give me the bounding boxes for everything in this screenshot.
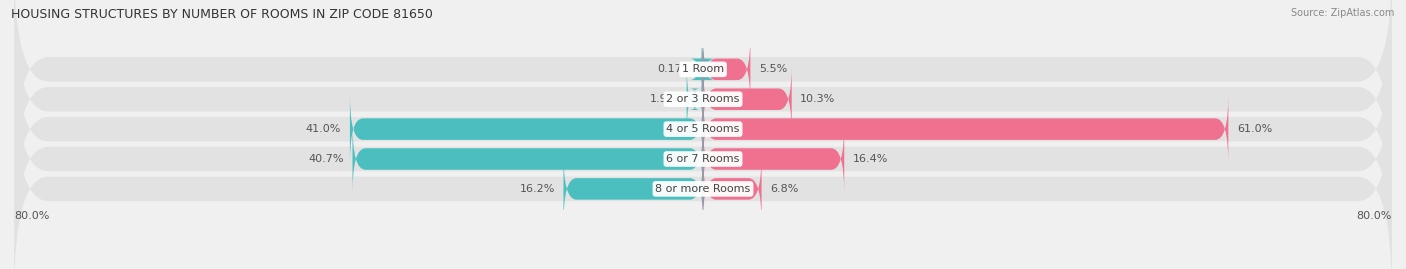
FancyBboxPatch shape <box>14 0 1392 207</box>
FancyBboxPatch shape <box>703 125 844 193</box>
Text: 6 or 7 Rooms: 6 or 7 Rooms <box>666 154 740 164</box>
FancyBboxPatch shape <box>703 35 751 103</box>
FancyBboxPatch shape <box>14 82 1392 269</box>
FancyBboxPatch shape <box>14 52 1392 266</box>
FancyBboxPatch shape <box>14 22 1392 236</box>
Text: 0.17%: 0.17% <box>658 64 693 74</box>
Text: 10.3%: 10.3% <box>800 94 835 104</box>
Text: 16.2%: 16.2% <box>519 184 555 194</box>
Text: 61.0%: 61.0% <box>1237 124 1272 134</box>
Text: 16.4%: 16.4% <box>853 154 889 164</box>
FancyBboxPatch shape <box>686 65 703 133</box>
Text: HOUSING STRUCTURES BY NUMBER OF ROOMS IN ZIP CODE 81650: HOUSING STRUCTURES BY NUMBER OF ROOMS IN… <box>11 8 433 21</box>
FancyBboxPatch shape <box>703 65 792 133</box>
Text: 80.0%: 80.0% <box>14 211 49 221</box>
FancyBboxPatch shape <box>14 0 1392 177</box>
FancyBboxPatch shape <box>353 125 703 193</box>
FancyBboxPatch shape <box>690 35 714 103</box>
Text: 40.7%: 40.7% <box>308 154 344 164</box>
Text: 1.9%: 1.9% <box>650 94 678 104</box>
Text: 5.5%: 5.5% <box>759 64 787 74</box>
Text: 80.0%: 80.0% <box>1357 211 1392 221</box>
FancyBboxPatch shape <box>703 155 762 223</box>
FancyBboxPatch shape <box>703 95 1229 163</box>
FancyBboxPatch shape <box>564 155 703 223</box>
Text: 4 or 5 Rooms: 4 or 5 Rooms <box>666 124 740 134</box>
Text: 41.0%: 41.0% <box>307 124 342 134</box>
FancyBboxPatch shape <box>350 95 703 163</box>
Text: 1 Room: 1 Room <box>682 64 724 74</box>
Text: 6.8%: 6.8% <box>770 184 799 194</box>
Text: 8 or more Rooms: 8 or more Rooms <box>655 184 751 194</box>
Text: Source: ZipAtlas.com: Source: ZipAtlas.com <box>1291 8 1395 18</box>
Text: 2 or 3 Rooms: 2 or 3 Rooms <box>666 94 740 104</box>
